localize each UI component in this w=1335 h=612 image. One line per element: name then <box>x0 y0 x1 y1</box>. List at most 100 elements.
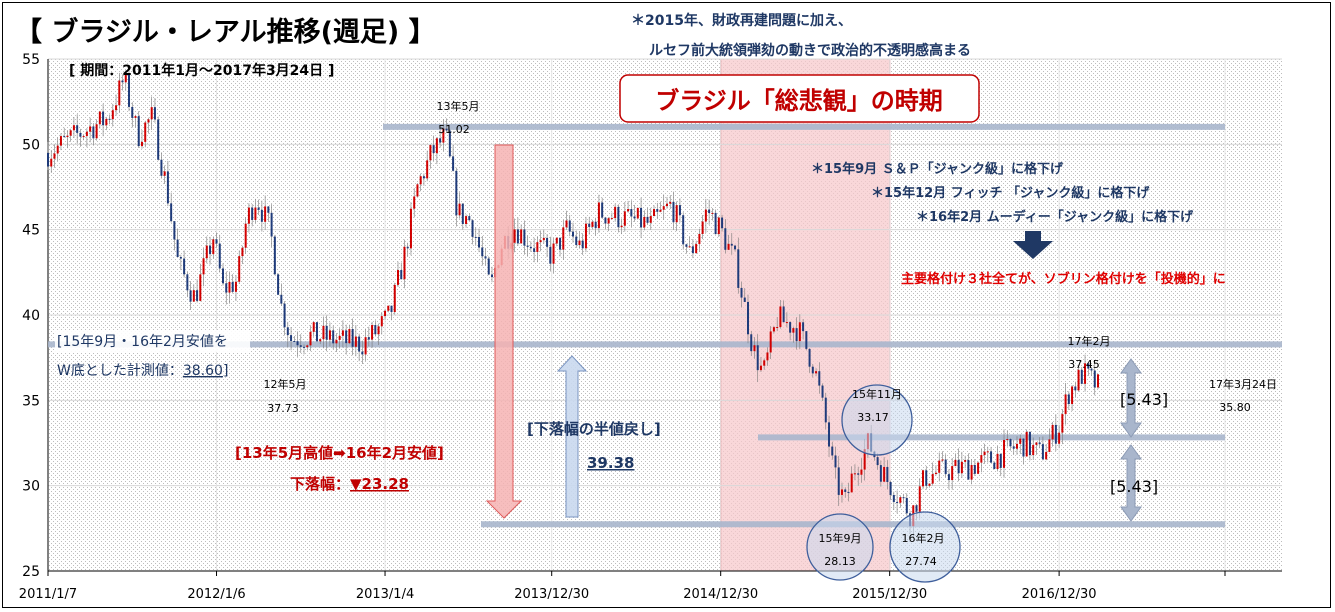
candle-body <box>863 449 866 470</box>
candle-body <box>698 233 701 245</box>
candle-body <box>572 231 574 237</box>
candle-body <box>397 270 399 285</box>
downgrade-moodys: ＊16年2月 ムーディー「ジャンク級」に格下げ <box>916 209 1194 225</box>
candle-body <box>931 474 934 484</box>
candle-body <box>747 301 749 335</box>
label-15-sep-date: 15年9月 <box>819 531 862 545</box>
candle-body <box>740 287 743 298</box>
candle-body <box>649 216 652 223</box>
label-17-mar-24-value: 35.80 <box>1219 401 1251 414</box>
candle-body <box>105 118 108 126</box>
label-16-feb-date: 16年2月 <box>902 531 945 545</box>
candle-body <box>889 481 892 495</box>
candle-body <box>565 220 568 228</box>
candle-body <box>766 352 769 361</box>
candle-body <box>166 171 169 204</box>
w-bottom-value: 38.60 <box>183 363 223 379</box>
gap-label-upper: [5.43] <box>1120 390 1168 409</box>
candle-body <box>640 207 643 228</box>
decline-note-line2: 下落幅：▼23.28 <box>290 475 409 493</box>
candle-body <box>267 206 270 213</box>
candle-body <box>520 229 523 244</box>
candle-body <box>837 467 840 495</box>
junk-note: 主要格付け３社全てが、ソブリン格付けを「投機的」に <box>901 271 1226 287</box>
candle-body <box>85 131 88 137</box>
candle-body <box>189 290 192 302</box>
candle-body <box>1067 394 1070 405</box>
candle-body <box>928 483 931 486</box>
candle-body <box>478 236 481 248</box>
candle-body <box>798 322 801 342</box>
candle-body <box>578 240 581 246</box>
candle-body <box>844 489 847 492</box>
candle-body <box>471 220 474 237</box>
candle-body <box>811 366 814 374</box>
candle-body <box>338 335 341 340</box>
candle-body <box>730 243 733 246</box>
candle-body <box>160 159 163 176</box>
candle-body <box>121 80 124 83</box>
x-tick-label-1: 2012/1/6 <box>187 587 245 602</box>
candle-body <box>361 351 364 355</box>
candle-body <box>678 205 681 216</box>
candle-body <box>763 360 766 366</box>
candle-body <box>328 330 331 340</box>
candle-body <box>199 274 202 301</box>
label-16-feb-value: 27.74 <box>905 555 937 568</box>
candle-body <box>183 258 186 275</box>
candle-body <box>286 327 289 336</box>
candle-body <box>925 470 928 486</box>
downgrade-fitch: ＊15年12月 フィッチ 「ジャンク級」に格下げ <box>871 185 1150 201</box>
x-tick-label-4: 2014/12/30 <box>683 587 758 602</box>
candle-body <box>957 459 960 474</box>
candle-body <box>348 328 351 344</box>
candle-body <box>481 247 484 257</box>
candle-body <box>922 470 924 487</box>
candle-body <box>319 339 322 342</box>
half-retrace-arrow <box>556 355 588 518</box>
candle-body <box>559 237 562 250</box>
candle-body <box>147 119 150 123</box>
candle-body <box>964 460 967 462</box>
candle-body <box>474 236 477 238</box>
candle-body <box>721 217 724 229</box>
label-13-may-date: 13年5月 <box>437 99 480 113</box>
candle-body <box>315 322 318 342</box>
candle-body <box>857 473 860 475</box>
candle-body <box>701 221 704 234</box>
candle-body <box>490 274 493 278</box>
candle-body <box>234 281 237 292</box>
candle-body <box>633 216 636 219</box>
candle-body <box>367 337 370 340</box>
decline-note-prefix: 下落幅： <box>290 475 350 493</box>
candle-body <box>442 128 445 143</box>
candle-body <box>944 459 947 475</box>
candle-body <box>1058 432 1061 444</box>
candle-body <box>111 110 114 120</box>
candle-body <box>828 422 831 447</box>
candle-body <box>1090 368 1093 371</box>
candle-body <box>374 325 377 335</box>
candle-body <box>341 330 344 336</box>
candle-body <box>993 462 996 469</box>
candle-body <box>484 256 487 259</box>
candle-body <box>364 337 367 355</box>
candle-body <box>617 206 620 228</box>
candle-body <box>247 207 250 224</box>
candle-body <box>555 237 558 244</box>
candle-body <box>960 461 963 474</box>
candle-body <box>704 209 707 222</box>
candle-body <box>170 203 173 222</box>
candle-body <box>390 305 393 313</box>
bold-down-arrow <box>1013 231 1053 259</box>
candle-body <box>918 486 921 512</box>
candle-body <box>335 339 338 344</box>
candle-body <box>604 217 607 224</box>
candle-body <box>53 153 56 159</box>
candle-body <box>432 145 435 154</box>
candle-body <box>222 268 224 284</box>
candle-body <box>393 284 396 313</box>
candle-body <box>983 451 986 456</box>
candle-body <box>66 135 69 138</box>
